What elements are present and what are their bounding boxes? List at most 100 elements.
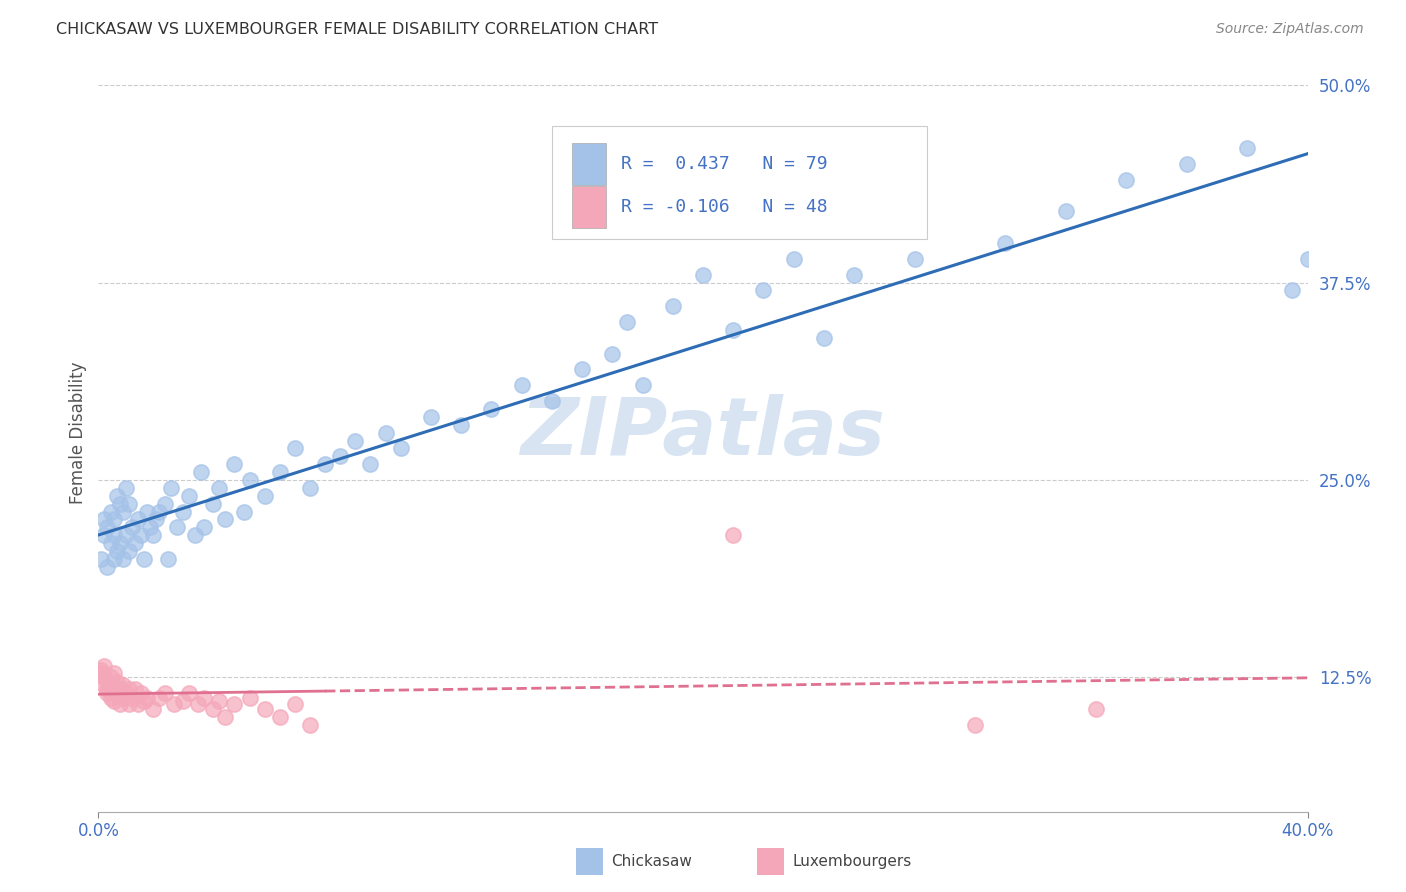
Point [813,331,835,345]
Text: CHICKASAW VS LUXEMBOURGER FEMALE DISABILITY CORRELATION CHART: CHICKASAW VS LUXEMBOURGER FEMALE DISABIL… [56,22,658,37]
Point [329,450,352,464]
Text: Chickasaw: Chickasaw [612,854,692,869]
Point [344,434,367,448]
Point [602,346,624,360]
Point [100,690,122,705]
Point [118,681,141,696]
Point [105,675,128,690]
Point [142,528,165,542]
Text: R =  0.437   N = 79: R = 0.437 N = 79 [621,155,827,173]
Point [105,544,128,558]
Point [721,528,744,542]
Point [389,442,412,456]
Point [111,552,134,566]
Point [284,698,307,712]
Point [481,401,503,416]
Point [103,528,125,542]
Point [96,681,118,696]
Point [844,268,866,282]
Point [193,690,215,705]
Y-axis label: Female Disability: Female Disability [69,361,87,504]
Point [96,560,118,574]
Point [782,252,804,266]
Point [177,489,201,503]
Point [93,678,115,692]
Point [721,323,744,337]
Point [360,457,382,471]
Point [172,694,194,708]
Point [103,681,125,696]
Point [93,528,115,542]
Point [135,505,157,519]
Point [100,670,122,684]
Point [93,670,115,684]
Point [224,457,246,471]
Point [1296,252,1319,266]
Point [114,686,136,700]
Point [193,520,215,534]
Point [631,378,654,392]
Point [1115,173,1137,187]
Point [148,690,170,705]
Point [100,536,122,550]
Point [172,505,194,519]
Point [419,409,441,424]
Point [100,505,122,519]
Point [253,702,276,716]
Text: Source: ZipAtlas.com: Source: ZipAtlas.com [1216,22,1364,37]
Point [299,718,322,732]
Point [96,675,118,690]
Point [239,690,262,705]
Point [208,694,231,708]
Text: Luxembourgers: Luxembourgers [793,854,911,869]
Point [1236,141,1258,155]
Point [160,481,183,495]
Point [108,536,131,550]
Point [108,681,131,696]
Point [114,481,136,495]
Point [299,481,322,495]
Point [103,552,125,566]
Point [121,520,143,534]
Point [284,442,307,456]
Point [692,268,714,282]
Point [111,678,134,692]
Point [450,417,472,432]
Point [127,698,149,712]
Point [121,690,143,705]
Point [904,252,927,266]
Point [135,690,157,705]
Point [145,512,167,526]
Point [96,686,118,700]
Point [108,497,131,511]
Point [1054,204,1077,219]
Text: R = -0.106   N = 48: R = -0.106 N = 48 [621,198,827,217]
Point [374,425,396,440]
Point [93,512,115,526]
Bar [576,848,603,875]
Point [202,702,225,716]
Point [114,528,136,542]
Point [90,552,112,566]
Point [184,528,207,542]
Point [177,686,201,700]
Point [510,378,533,392]
Point [124,681,146,696]
Point [156,552,179,566]
Text: ZIPatlas: ZIPatlas [520,393,886,472]
Point [153,686,176,700]
Point [139,520,162,534]
Point [239,473,262,487]
Point [1281,284,1303,298]
Point [214,512,236,526]
Point [187,698,209,712]
Point [142,702,165,716]
Point [994,236,1017,251]
Point [103,694,125,708]
Point [616,315,638,329]
Point [163,698,186,712]
Point [214,710,236,724]
Point [965,718,987,732]
Point [132,552,155,566]
Point [111,690,134,705]
